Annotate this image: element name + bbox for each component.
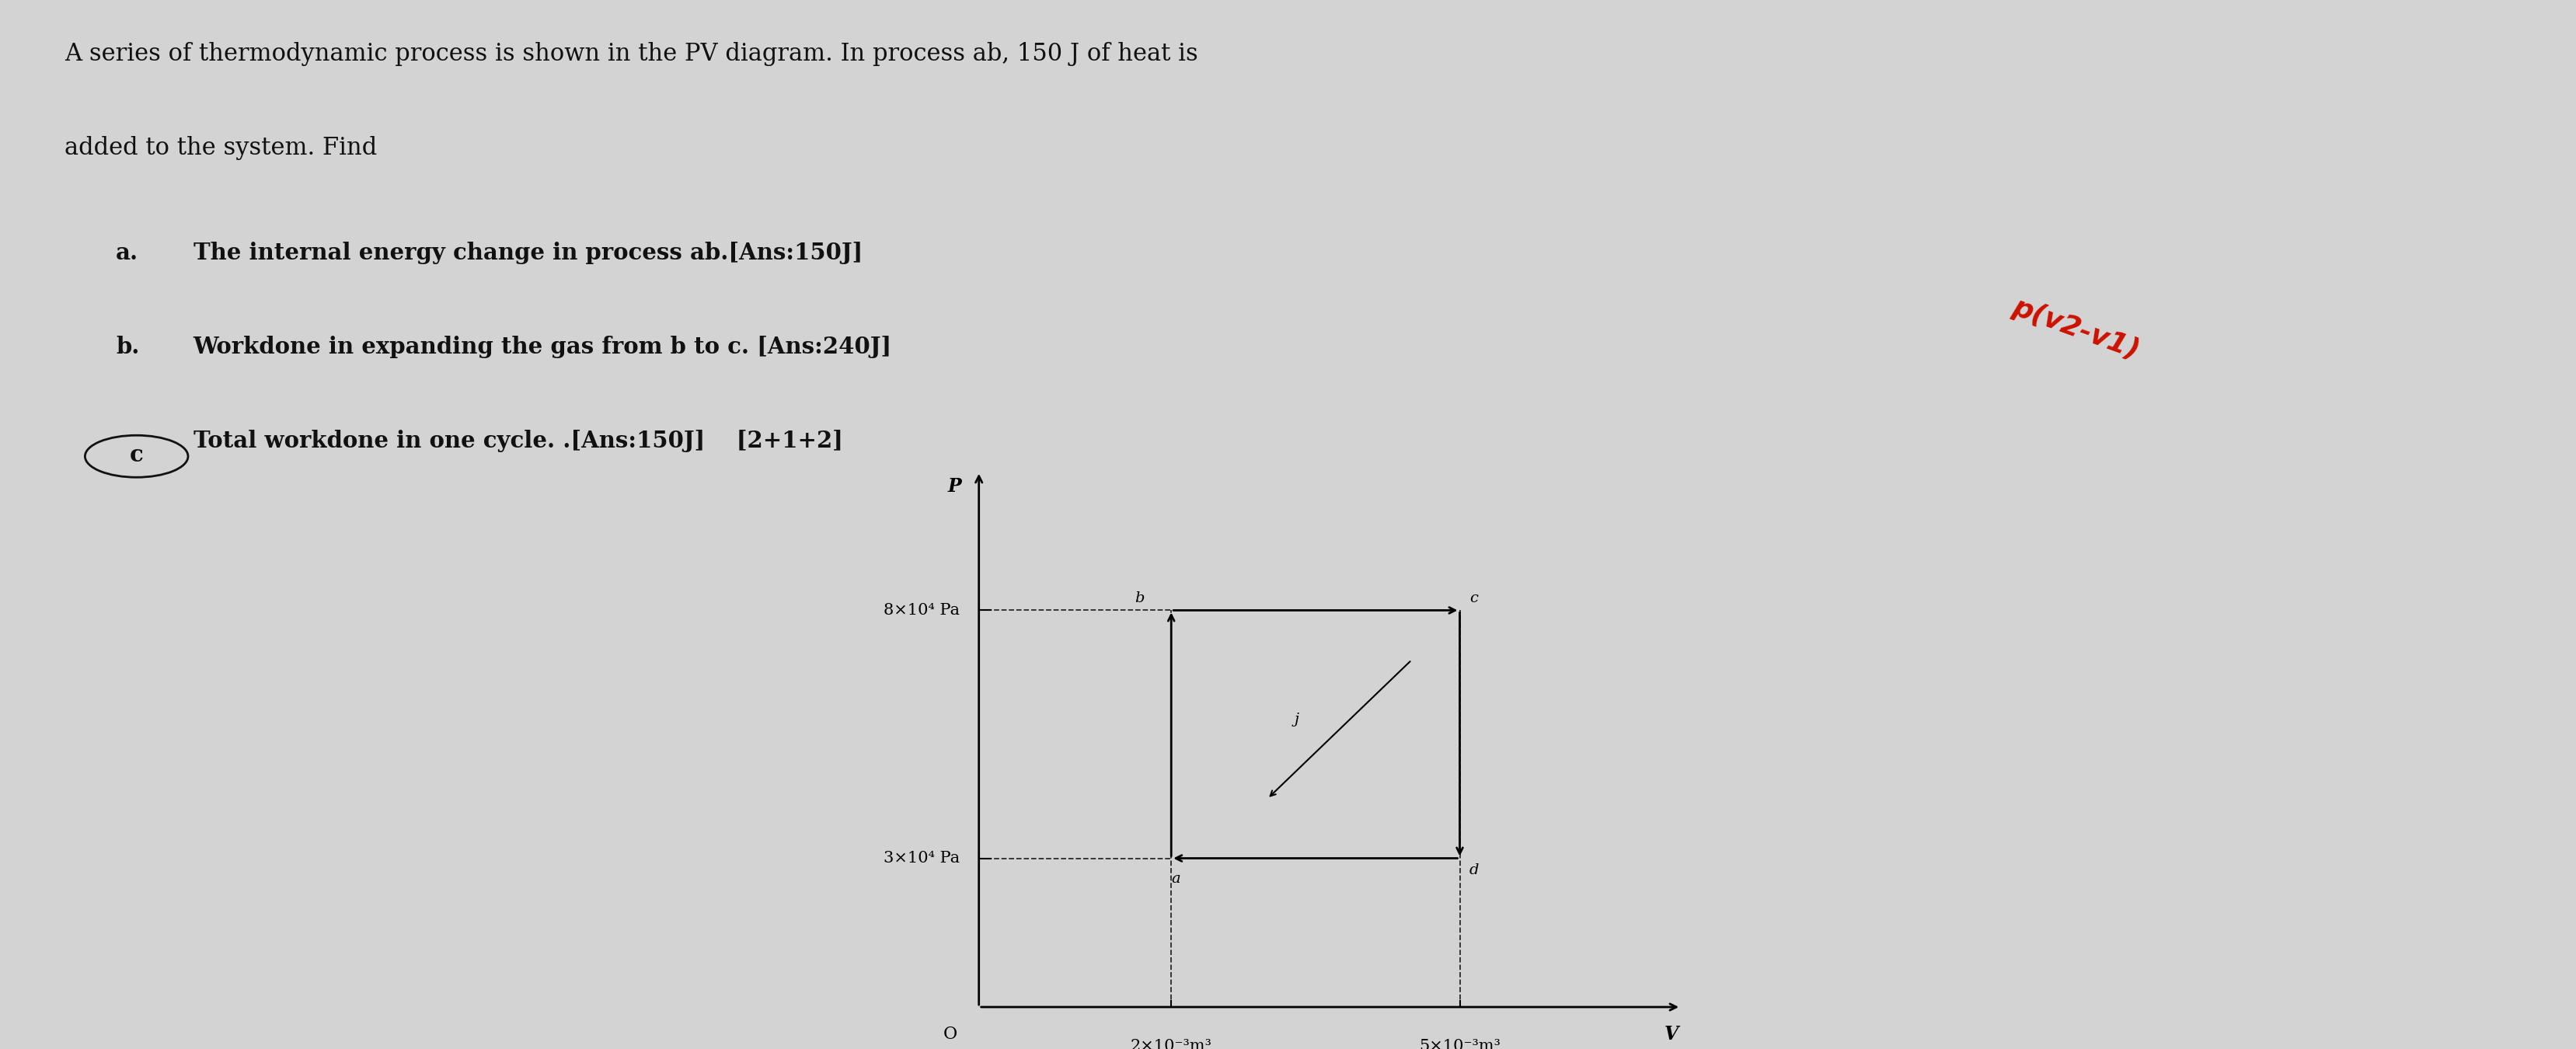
- Text: 8×10⁴ Pa: 8×10⁴ Pa: [884, 603, 961, 618]
- Text: The internal energy change in process ab.[Ans:150J]: The internal energy change in process ab…: [193, 241, 863, 263]
- Text: a: a: [1172, 872, 1180, 886]
- Text: a.: a.: [116, 241, 139, 263]
- Text: V: V: [1664, 1025, 1680, 1044]
- Text: Workdone in expanding the gas from b to c. [Ans:240J]: Workdone in expanding the gas from b to …: [193, 336, 891, 358]
- Text: P: P: [948, 477, 961, 496]
- Text: p(v2-v1): p(v2-v1): [2009, 294, 2143, 364]
- Text: b.: b.: [116, 336, 139, 358]
- Text: d: d: [1468, 863, 1479, 877]
- Text: 5×10⁻³m³: 5×10⁻³m³: [1419, 1040, 1499, 1049]
- Text: A series of thermodynamic process is shown in the PV diagram. In process ab, 150: A series of thermodynamic process is sho…: [64, 42, 1198, 66]
- Text: b: b: [1133, 592, 1144, 605]
- Text: c: c: [1468, 592, 1479, 605]
- Text: 3×10⁴ Pa: 3×10⁴ Pa: [884, 851, 961, 865]
- Text: j: j: [1293, 712, 1298, 726]
- Text: Total workdone in one cycle. .[Ans:150J]    [2+1+2]: Total workdone in one cycle. .[Ans:150J]…: [193, 430, 842, 452]
- Text: O: O: [943, 1026, 958, 1043]
- Text: 2×10⁻³m³: 2×10⁻³m³: [1131, 1040, 1211, 1049]
- Text: c: c: [129, 444, 144, 467]
- Text: added to the system. Find: added to the system. Find: [64, 136, 376, 160]
